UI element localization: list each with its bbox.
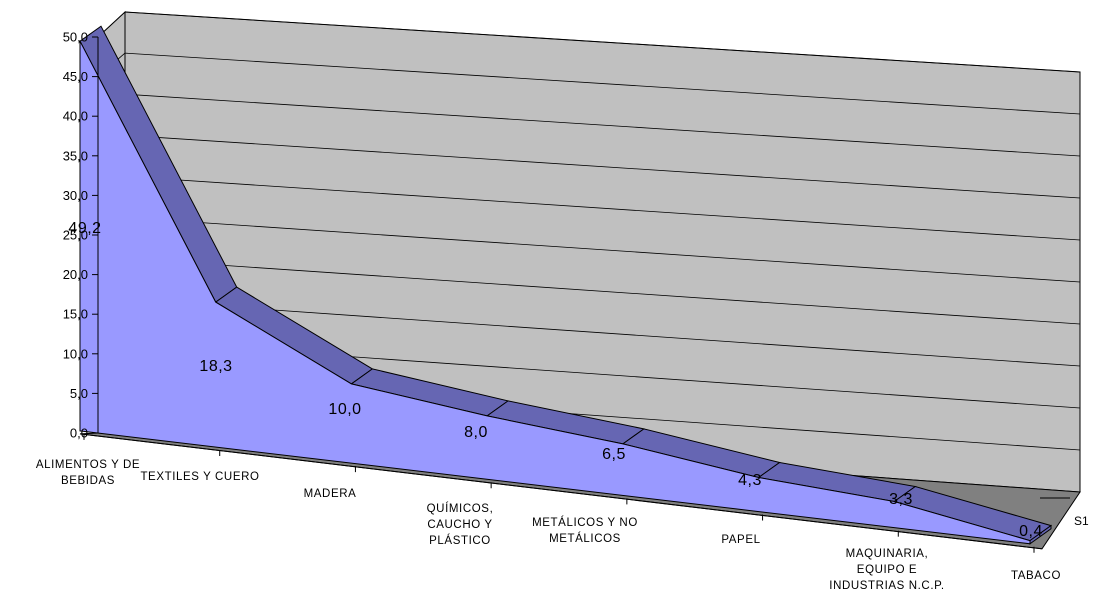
data-label: 4,3 [738, 472, 762, 489]
data-label: 18,3 [199, 358, 232, 375]
data-label: 49,2 [68, 220, 101, 237]
gridline-back [124, 11, 1081, 73]
x-tick-label: TEXTILES Y CUERO [140, 471, 259, 483]
x-tick-label: METÁLICOS [549, 532, 621, 545]
gridline-back [124, 52, 1081, 115]
x-tick-label: TABACO [1011, 570, 1061, 582]
x-tick-label: PAPEL [721, 534, 760, 546]
area-front-face [79, 40, 1031, 545]
data-label: 3,3 [889, 491, 913, 508]
x-tick-label: INDUSTRIAS N.C.P. [829, 580, 944, 592]
x-tick-label: CAUCHO Y [427, 519, 492, 531]
data-label: 0,4 [1019, 523, 1043, 540]
y-tick-label: 30,0 [63, 188, 88, 203]
data-label: 10,0 [328, 401, 361, 418]
y-tick-label: 15,0 [63, 307, 88, 322]
gridline-back [124, 134, 1081, 199]
area-end-face [1029, 524, 1052, 545]
y-tick-label: 35,0 [63, 148, 88, 163]
gridline-back [124, 217, 1081, 283]
y-tick-label: 20,0 [63, 267, 88, 282]
x-tick-label: QUÍMICOS, [427, 502, 494, 515]
y-tick-label: 5,0 [70, 386, 88, 401]
x-tick-label: BEBIDAS [61, 475, 115, 487]
x-tick-label: ALIMENTOS Y DE [36, 459, 140, 471]
gridline-back [124, 176, 1081, 241]
series-axis-label: S1 [1074, 514, 1089, 528]
y-tick-label: 40,0 [63, 109, 88, 124]
x-tick-label: EQUIPO E [857, 564, 917, 576]
y-tick-label: 50,0 [63, 30, 88, 45]
x-tick-label: MAQUINARIA, [846, 548, 929, 560]
y-tick-label: 25,0 [63, 228, 88, 243]
data-label: 8,0 [464, 424, 488, 441]
gridline-back [124, 93, 1081, 157]
gridline-back [124, 258, 1081, 325]
data-label: 6,5 [602, 446, 626, 463]
x-axis [79, 433, 1043, 550]
y-tick-label: 45,0 [63, 69, 88, 84]
x-tick-label: PLÁSTICO [429, 534, 491, 547]
y-tick-label: 10,0 [63, 346, 88, 361]
x-tick-label: METÁLICOS Y NO [532, 516, 638, 529]
y-tick-label: 0,0 [70, 426, 88, 441]
x-tick-label: MADERA [304, 488, 357, 500]
gridline-back [124, 299, 1081, 367]
